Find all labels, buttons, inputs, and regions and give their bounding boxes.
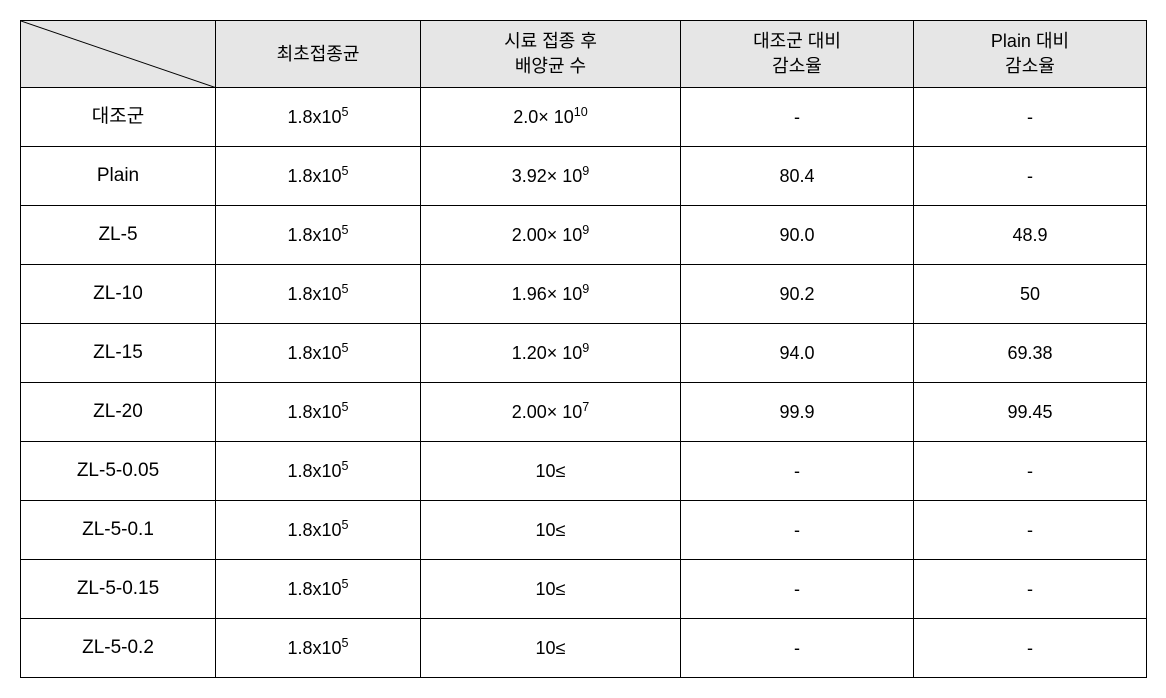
header-col-initial: 최초접종균 bbox=[216, 21, 421, 88]
cell-vs-control: 94.0 bbox=[681, 324, 914, 383]
cell-initial: 1.8x105 bbox=[216, 324, 421, 383]
table-row: Plain1.8x1053.92× 10980.4- bbox=[21, 147, 1147, 206]
cell-cultured: 1.96× 109 bbox=[421, 265, 681, 324]
cell-vs-control: - bbox=[681, 88, 914, 147]
row-label: 대조군 bbox=[21, 88, 216, 147]
cell-vs-plain: - bbox=[914, 147, 1147, 206]
cell-vs-control: - bbox=[681, 442, 914, 501]
cell-vs-plain: - bbox=[914, 442, 1147, 501]
cell-cultured: 1.20× 109 bbox=[421, 324, 681, 383]
row-label: ZL-5-0.1 bbox=[21, 501, 216, 560]
header-diagonal-cell bbox=[21, 21, 216, 88]
row-label: ZL-10 bbox=[21, 265, 216, 324]
data-table: 최초접종균 시료 접종 후배양균 수 대조군 대비감소율 Plain 대비감소율… bbox=[20, 20, 1147, 678]
cell-vs-plain: - bbox=[914, 88, 1147, 147]
table-header-row: 최초접종균 시료 접종 후배양균 수 대조군 대비감소율 Plain 대비감소율 bbox=[21, 21, 1147, 88]
cell-initial: 1.8x105 bbox=[216, 383, 421, 442]
cell-vs-plain: 50 bbox=[914, 265, 1147, 324]
row-label: ZL-5-0.05 bbox=[21, 442, 216, 501]
header-col-cultured: 시료 접종 후배양균 수 bbox=[421, 21, 681, 88]
cell-cultured: 10≤ bbox=[421, 501, 681, 560]
cell-vs-control: 80.4 bbox=[681, 147, 914, 206]
header-col-vs-control-line1: 대조군 대비 bbox=[753, 31, 841, 51]
cell-initial: 1.8x105 bbox=[216, 88, 421, 147]
table-row: ZL-51.8x1052.00× 10990.048.9 bbox=[21, 206, 1147, 265]
row-label: ZL-5-0.15 bbox=[21, 560, 216, 619]
cell-vs-control: - bbox=[681, 619, 914, 678]
table-row: ZL-5-0.051.8x10510≤-- bbox=[21, 442, 1147, 501]
header-col-vs-plain: Plain 대비감소율 bbox=[914, 21, 1147, 88]
table-row: ZL-101.8x1051.96× 10990.250 bbox=[21, 265, 1147, 324]
table-row: ZL-5-0.151.8x10510≤-- bbox=[21, 560, 1147, 619]
header-col-vs-plain-line2: 감소율 bbox=[1005, 56, 1055, 76]
cell-vs-plain: - bbox=[914, 501, 1147, 560]
cell-cultured: 2.0× 1010 bbox=[421, 88, 681, 147]
cell-vs-control: 99.9 bbox=[681, 383, 914, 442]
table-row: ZL-5-0.21.8x10510≤-- bbox=[21, 619, 1147, 678]
cell-vs-control: 90.2 bbox=[681, 265, 914, 324]
header-col-vs-plain-line1: Plain 대비 bbox=[991, 31, 1069, 51]
cell-vs-control: 90.0 bbox=[681, 206, 914, 265]
table-row: 대조군1.8x1052.0× 1010-- bbox=[21, 88, 1147, 147]
header-col-cultured-line1: 시료 접종 후 bbox=[504, 31, 597, 51]
cell-initial: 1.8x105 bbox=[216, 147, 421, 206]
table-body: 대조군1.8x1052.0× 1010--Plain1.8x1053.92× 1… bbox=[21, 88, 1147, 678]
row-label: ZL-5-0.2 bbox=[21, 619, 216, 678]
cell-initial: 1.8x105 bbox=[216, 560, 421, 619]
row-label: ZL-15 bbox=[21, 324, 216, 383]
cell-vs-control: - bbox=[681, 560, 914, 619]
row-label: ZL-5 bbox=[21, 206, 216, 265]
cell-cultured: 3.92× 109 bbox=[421, 147, 681, 206]
row-label: Plain bbox=[21, 147, 216, 206]
cell-initial: 1.8x105 bbox=[216, 619, 421, 678]
cell-initial: 1.8x105 bbox=[216, 501, 421, 560]
cell-cultured: 10≤ bbox=[421, 619, 681, 678]
cell-vs-plain: 48.9 bbox=[914, 206, 1147, 265]
cell-vs-plain: 69.38 bbox=[914, 324, 1147, 383]
cell-cultured: 2.00× 107 bbox=[421, 383, 681, 442]
row-label: ZL-20 bbox=[21, 383, 216, 442]
header-col-cultured-line2: 배양균 수 bbox=[515, 56, 586, 76]
cell-cultured: 10≤ bbox=[421, 442, 681, 501]
table-row: ZL-201.8x1052.00× 10799.999.45 bbox=[21, 383, 1147, 442]
cell-initial: 1.8x105 bbox=[216, 442, 421, 501]
header-col-vs-control: 대조군 대비감소율 bbox=[681, 21, 914, 88]
cell-vs-plain: - bbox=[914, 560, 1147, 619]
cell-initial: 1.8x105 bbox=[216, 265, 421, 324]
cell-vs-control: - bbox=[681, 501, 914, 560]
cell-initial: 1.8x105 bbox=[216, 206, 421, 265]
header-col-vs-control-line2: 감소율 bbox=[772, 56, 822, 76]
cell-cultured: 10≤ bbox=[421, 560, 681, 619]
diagonal-line-icon bbox=[21, 21, 215, 87]
cell-vs-plain: 99.45 bbox=[914, 383, 1147, 442]
cell-cultured: 2.00× 109 bbox=[421, 206, 681, 265]
cell-vs-plain: - bbox=[914, 619, 1147, 678]
table-row: ZL-5-0.11.8x10510≤-- bbox=[21, 501, 1147, 560]
table-row: ZL-151.8x1051.20× 10994.069.38 bbox=[21, 324, 1147, 383]
